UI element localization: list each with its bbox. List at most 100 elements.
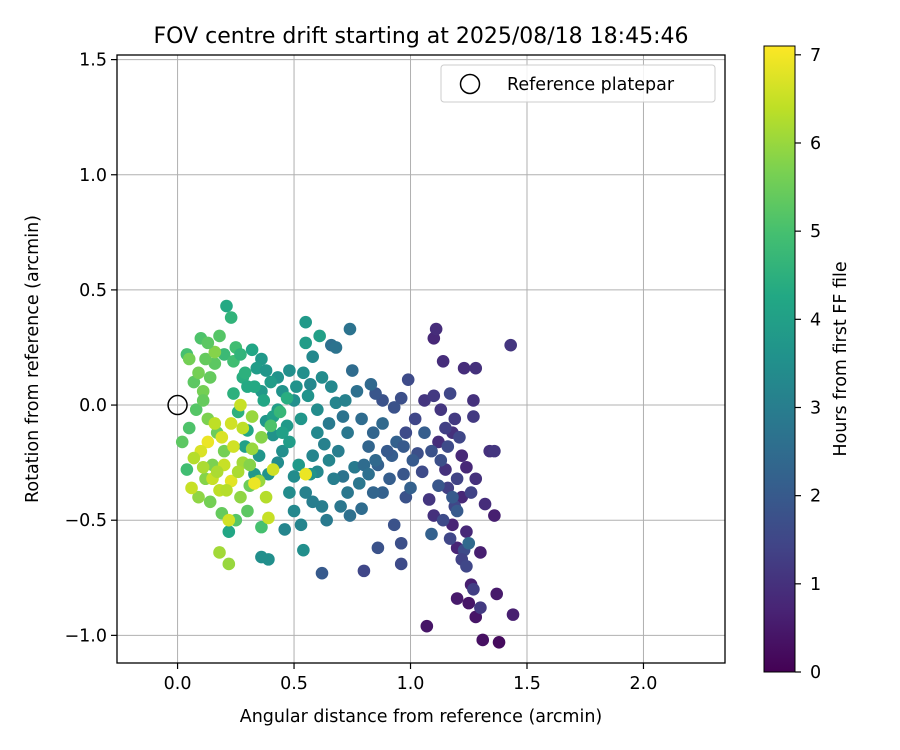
data-point <box>343 509 357 522</box>
data-point <box>446 490 459 504</box>
data-point <box>220 299 233 313</box>
data-point <box>222 557 236 571</box>
data-point <box>432 435 445 449</box>
data-point <box>401 373 415 387</box>
data-point <box>380 444 394 458</box>
data-point <box>227 387 240 400</box>
data-point <box>315 566 329 580</box>
grid-lines <box>117 55 725 663</box>
data-point <box>450 592 464 605</box>
data-point <box>276 426 289 439</box>
data-point <box>315 371 329 384</box>
data-point <box>264 419 278 433</box>
data-point <box>231 465 245 479</box>
data-point <box>443 387 457 400</box>
data-point <box>301 389 315 403</box>
data-point <box>318 437 331 451</box>
data-point <box>332 444 345 458</box>
data-point <box>294 518 308 532</box>
data-point <box>224 311 238 324</box>
data-point <box>467 394 480 407</box>
data-point <box>322 454 336 467</box>
data-point <box>322 417 336 430</box>
data-point <box>345 364 359 377</box>
y-tick-label: 1.5 <box>79 51 107 71</box>
y-axis-label: Rotation from reference (arcmin) <box>23 215 43 503</box>
data-point <box>455 490 469 504</box>
data-point <box>492 635 506 649</box>
data-point <box>182 421 196 435</box>
x-tick-label: 1.5 <box>513 674 541 694</box>
reference-marker <box>167 394 188 416</box>
data-point <box>404 481 417 495</box>
data-point <box>478 497 492 511</box>
data-point <box>248 477 261 490</box>
data-point <box>329 341 343 354</box>
data-point <box>243 458 257 472</box>
data-point <box>364 378 378 391</box>
data-point <box>436 355 450 368</box>
data-point <box>369 454 382 467</box>
data-point <box>457 361 471 375</box>
data-point <box>306 350 319 363</box>
data-point <box>343 322 357 336</box>
colorbar-tick-label: 2 <box>810 487 821 507</box>
data-point <box>241 504 254 518</box>
data-point <box>259 490 273 504</box>
data-point <box>476 633 490 647</box>
data-point <box>220 483 233 497</box>
data-point <box>460 525 473 539</box>
data-point <box>273 405 287 419</box>
data-point <box>199 352 212 366</box>
data-point <box>350 384 364 398</box>
data-point <box>394 536 408 550</box>
x-tick-label: 1.0 <box>397 674 425 694</box>
data-point <box>196 394 210 407</box>
data-point <box>460 559 473 573</box>
data-point <box>189 403 203 416</box>
data-point <box>460 460 473 474</box>
data-point <box>313 329 326 343</box>
data-point <box>299 336 312 350</box>
data-point <box>245 410 259 423</box>
data-point <box>203 371 217 384</box>
data-point <box>234 398 247 412</box>
data-point <box>280 391 294 405</box>
data-point <box>192 490 205 504</box>
data-point <box>315 500 329 513</box>
data-point <box>283 435 296 449</box>
colorbar-ticks: 0 1 2 3 4 5 6 7 <box>795 46 821 683</box>
data-point <box>238 366 252 380</box>
data-point <box>311 426 324 439</box>
data-point <box>234 490 247 504</box>
data-point <box>338 394 352 407</box>
x-tick-label: 2.0 <box>630 674 658 694</box>
data-point <box>327 472 340 486</box>
data-point <box>185 481 198 495</box>
data-point <box>255 550 268 564</box>
data-point <box>182 352 196 366</box>
y-tick-label: 1.0 <box>79 166 107 186</box>
data-point <box>283 486 296 499</box>
data-point <box>196 460 210 474</box>
data-point <box>334 500 347 513</box>
data-point <box>418 394 431 407</box>
data-point <box>366 426 380 439</box>
data-point <box>371 541 385 555</box>
data-point <box>450 472 464 486</box>
data-point <box>227 440 240 453</box>
data-point <box>180 463 194 476</box>
data-point <box>394 557 408 571</box>
data-point <box>222 525 236 539</box>
data-point <box>432 479 445 492</box>
data-point <box>341 426 354 439</box>
y-tick-label: 0.5 <box>79 281 107 301</box>
y-tick-label: 0.0 <box>79 396 107 416</box>
data-point <box>259 364 273 377</box>
data-point <box>464 486 478 499</box>
data-point <box>467 583 480 596</box>
data-point <box>257 394 271 407</box>
data-point <box>175 435 189 449</box>
data-point <box>399 426 413 439</box>
data-point <box>299 315 312 329</box>
